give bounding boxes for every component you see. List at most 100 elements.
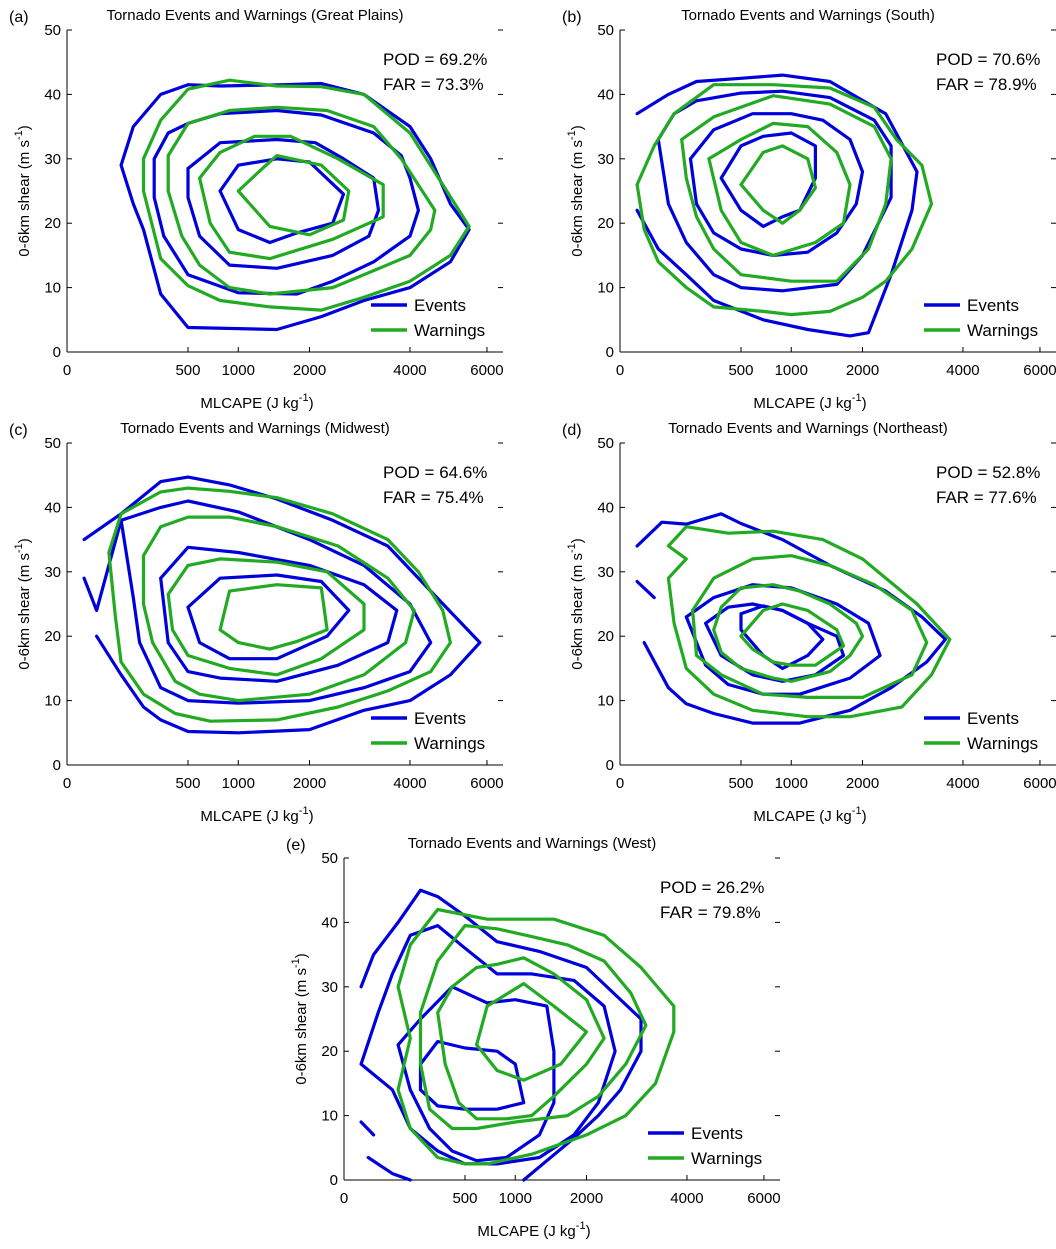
panel-title: Tornado Events and Warnings (Northeast) [668, 420, 948, 437]
legend-label-events: Events [967, 709, 1019, 728]
x-tick-label: 500 [452, 1190, 477, 1207]
warnings-contour-2 [141, 515, 416, 703]
x-axis-title: MLCAPE (J kg-1) [753, 392, 866, 412]
y-tick-label: 40 [597, 86, 614, 103]
x-tick-label: 0 [616, 362, 624, 379]
y-tick-label: 10 [597, 280, 614, 297]
events-contour-3 [688, 112, 865, 257]
x-tick-label: 6000 [1023, 775, 1056, 792]
pod-value: POD = 26.2% [660, 878, 764, 897]
y-tick-label: 0 [53, 344, 61, 361]
warnings-contour-4 [218, 583, 329, 651]
y-axis-title-text: 0-6km shear (m s [569, 140, 586, 257]
y-tick-label: 30 [44, 564, 61, 581]
x-tick-label: 500 [728, 775, 753, 792]
y-tick-label: 30 [44, 151, 61, 168]
events-contour-2 [656, 89, 893, 293]
y-axis-title-end: ) [16, 538, 33, 543]
y-axis-title-end: ) [569, 538, 586, 543]
y-tick-label: 10 [44, 693, 61, 710]
x-tick-label: 500 [175, 362, 200, 379]
x-tick-label: 2000 [293, 775, 326, 792]
x-tick-label: 2000 [846, 362, 879, 379]
y-axis-title-end: ) [16, 125, 33, 130]
far-value: FAR = 75.4% [383, 488, 484, 507]
far-value: FAR = 73.3% [383, 75, 484, 94]
events-contour-4 [719, 131, 818, 228]
y-axis-title-sup: -1 [13, 543, 25, 553]
y-axis-title: 0-6km shear (m s-1) [566, 125, 586, 256]
events-contour-3 [186, 137, 381, 270]
legend-label-events: Events [691, 1124, 743, 1143]
legend-label-warnings: Warnings [414, 734, 485, 753]
x-tick-label: 0 [63, 362, 71, 379]
x-tick-label: 1000 [222, 775, 255, 792]
x-axis-title-text: MLCAPE (J kg [753, 808, 851, 825]
y-tick-label: 50 [321, 850, 338, 867]
y-tick-label: 20 [44, 215, 61, 232]
y-axis-title-sup: -1 [13, 130, 25, 140]
pod-value: POD = 70.6% [936, 50, 1040, 69]
y-tick-label: 0 [53, 757, 61, 774]
panel-letter: (d) [562, 422, 582, 439]
warnings-contour-2 [418, 923, 648, 1131]
events-contour-1 [359, 888, 643, 1182]
y-axis-title-sup: -1 [566, 543, 578, 553]
x-axis-title-text: MLCAPE (J kg [753, 395, 851, 412]
x-tick-label: 1000 [222, 362, 255, 379]
y-axis-title-sup: -1 [290, 958, 302, 968]
x-axis-title-text: MLCAPE (J kg [477, 1223, 575, 1240]
x-axis-title: MLCAPE (J kg-1) [753, 805, 866, 825]
x-axis-title-sup: -1 [299, 392, 309, 404]
warnings-contour-3 [198, 134, 385, 261]
x-axis-title: MLCAPE (J kg-1) [477, 1220, 590, 1240]
panel-title: Tornado Events and Warnings (South) [681, 7, 935, 24]
y-axis-title: 0-6km shear (m s-1) [13, 125, 33, 256]
legend-label-warnings: Warnings [691, 1149, 762, 1168]
events-contour-4 [218, 157, 346, 245]
y-tick-label: 50 [44, 22, 61, 39]
x-axis-title: MLCAPE (J kg-1) [200, 392, 313, 412]
y-tick-label: 0 [606, 344, 614, 361]
x-tick-label: 1000 [775, 362, 808, 379]
panel-letter: (b) [562, 9, 582, 26]
y-tick-label: 20 [44, 628, 61, 645]
events-contour-3 [159, 545, 399, 683]
warnings-contour-4 [236, 154, 351, 237]
x-tick-label: 6000 [747, 1190, 780, 1207]
events-contour-1 [635, 73, 919, 338]
x-axis-title-sup: -1 [299, 805, 309, 817]
x-axis-title: MLCAPE (J kg-1) [200, 805, 313, 825]
x-tick-label: 4000 [393, 775, 426, 792]
panel-letter: (e) [286, 837, 306, 854]
pod-value: POD = 69.2% [383, 50, 487, 69]
y-axis-title-end: ) [569, 125, 586, 130]
warnings-contour-3 [707, 121, 852, 257]
y-tick-label: 10 [44, 280, 61, 297]
x-tick-label: 6000 [470, 775, 503, 792]
pod-value: POD = 64.6% [383, 463, 487, 482]
legend-label-events: Events [414, 296, 466, 315]
y-axis-title: 0-6km shear (m s-1) [13, 538, 33, 669]
warnings-contour-4 [739, 144, 818, 225]
warnings-contour-2 [680, 94, 893, 283]
x-tick-label: 6000 [470, 362, 503, 379]
x-tick-label: 4000 [393, 362, 426, 379]
x-axis-title-end: ) [309, 395, 314, 412]
warnings-contour-2 [690, 554, 929, 700]
y-tick-label: 10 [321, 1108, 338, 1125]
y-axis-title-text: 0-6km shear (m s [569, 553, 586, 670]
legend-label-events: Events [967, 296, 1019, 315]
x-tick-label: 0 [616, 775, 624, 792]
far-value: FAR = 77.6% [936, 488, 1037, 507]
warnings-contour-4 [739, 602, 846, 667]
warnings-contour-1 [666, 525, 952, 719]
y-axis-title: 0-6km shear (m s-1) [566, 538, 586, 669]
x-axis-title-end: ) [586, 1223, 591, 1240]
events-contour-2 [359, 923, 617, 1166]
x-tick-label: 2000 [846, 775, 879, 792]
x-axis-title-text: MLCAPE (J kg [200, 395, 298, 412]
